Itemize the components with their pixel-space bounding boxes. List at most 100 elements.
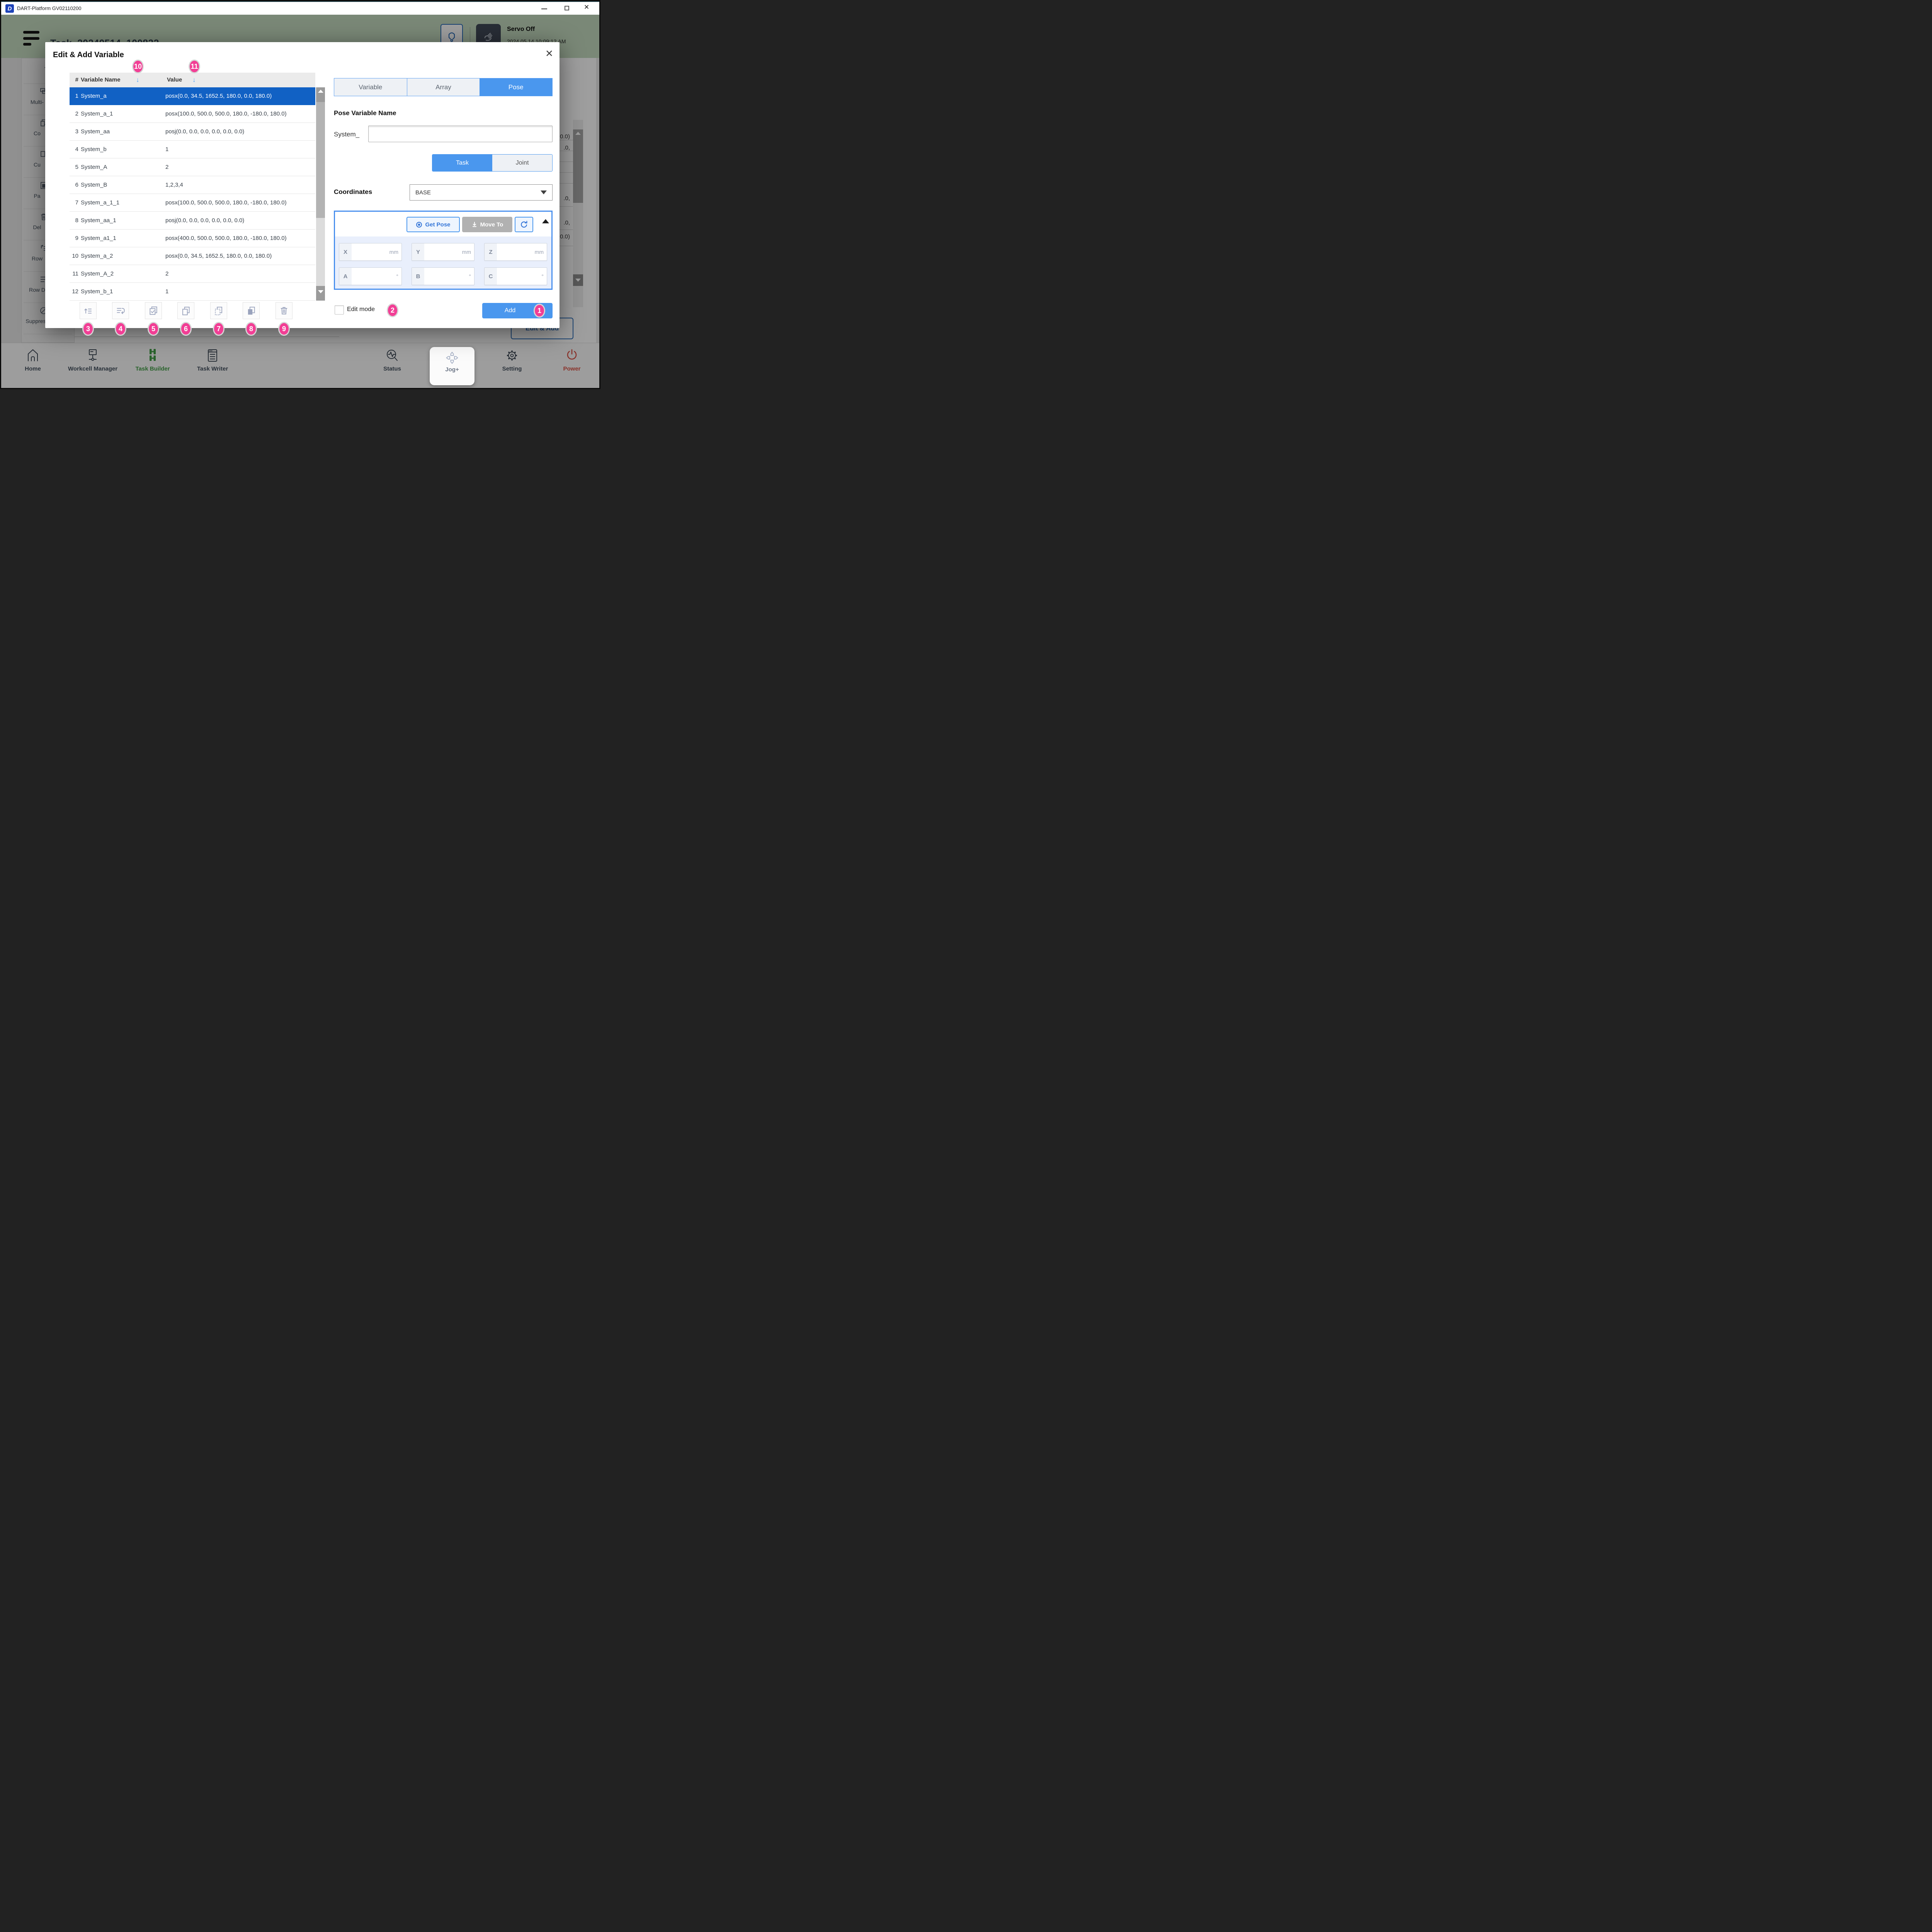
cut-icon: [41, 151, 46, 157]
col-variable-name: Variable Name: [81, 77, 121, 83]
unit-mm: mm: [462, 249, 471, 255]
field-label-c: C: [485, 268, 497, 285]
dart-logo-icon: D: [5, 4, 14, 13]
tab-pose[interactable]: Pose: [480, 78, 553, 96]
window-titlebar: D DART-Platform GV02110200 ✕: [1, 1, 599, 15]
col-value: Value: [167, 77, 182, 83]
tab-variable[interactable]: Variable: [334, 78, 407, 96]
paste-selection-button[interactable]: [210, 302, 227, 319]
duplicate-button[interactable]: [243, 302, 260, 319]
field-label-a: A: [339, 268, 352, 285]
collapse-panel-icon[interactable]: [542, 219, 549, 223]
pose-name-input[interactable]: [368, 126, 553, 142]
sort-value-icon[interactable]: ↓: [192, 76, 196, 83]
nav-jog-button[interactable]: Jog+: [430, 347, 474, 385]
dart-platform-window: D DART-Platform GV02110200 ✕ Task_202405…: [1, 1, 599, 388]
c-input[interactable]: [497, 268, 542, 285]
table-row[interactable]: 6 System_B 1,2,3,4: [70, 176, 315, 194]
table-scrollbar[interactable]: [316, 87, 325, 301]
bg-scrollbar[interactable]: [573, 120, 583, 307]
bg-value-fragment: 0.0): [560, 233, 570, 240]
table-row[interactable]: 5 System_A 2: [70, 158, 315, 176]
table-row[interactable]: 1 System_a posx(0.0, 34.5, 1652.5, 180.0, …: [70, 87, 315, 105]
refresh-icon: [521, 221, 527, 228]
table-scrollbar-thumb[interactable]: [316, 102, 325, 218]
table-row[interactable]: 8 System_aa_1 posj(0.0, 0.0, 0.0, 0.0, 0.0…: [70, 212, 315, 230]
bg-scrollbar-thumb[interactable]: [573, 129, 583, 203]
jog-label: Jog+: [445, 366, 459, 373]
home-icon: [28, 349, 38, 361]
nav-task-builder[interactable]: Task Builder: [128, 348, 178, 372]
power-icon: [567, 349, 577, 360]
b-input[interactable]: [424, 268, 469, 285]
select-check-icon: [150, 306, 157, 315]
field-label-b: B: [412, 268, 424, 285]
coordinates-label: Coordinates: [334, 188, 372, 196]
unit-mm: mm: [534, 249, 544, 255]
window-title: DART-Platform GV02110200: [17, 5, 82, 11]
unit-deg: °: [469, 273, 471, 279]
copy-button[interactable]: [177, 302, 194, 319]
coordinates-dropdown[interactable]: BASE: [410, 184, 553, 201]
select-all-button[interactable]: [145, 302, 162, 319]
nav-workcell-manager[interactable]: Workcell Manager: [68, 348, 118, 372]
table-row[interactable]: 7 System_a_1_1 posx(100.0, 500.0, 500.0, 1…: [70, 194, 315, 212]
move-top-button[interactable]: [80, 302, 97, 319]
duplicate-icon: [248, 306, 255, 315]
table-row[interactable]: 10 System_a_2 posx(0.0, 34.5, 1652.5, 180.…: [70, 247, 315, 265]
x-input[interactable]: [352, 243, 389, 260]
refresh-pose-button[interactable]: [515, 217, 533, 232]
step-badge-3: 3: [82, 322, 94, 336]
pose-field-a: A °: [339, 267, 402, 285]
edit-mode-checkbox[interactable]: [335, 305, 344, 315]
toggle-task[interactable]: Task: [432, 155, 492, 171]
toggle-joint[interactable]: Joint: [492, 155, 552, 171]
delete-button[interactable]: [276, 302, 293, 319]
task-writer-icon: [208, 349, 217, 362]
copy-icon: [182, 306, 190, 315]
pose-input-panel: Get Pose Move To X mm Y: [334, 211, 553, 290]
variable-table-header: # Variable Name ↓ Value ↓: [70, 73, 315, 87]
nav-setting[interactable]: Setting: [487, 348, 537, 372]
table-row[interactable]: 4 System_b 1: [70, 141, 315, 158]
bg-value-fragment: .0,: [563, 219, 570, 226]
window-close-icon[interactable]: ✕: [584, 3, 590, 11]
maximize-icon[interactable]: [565, 6, 569, 10]
scroll-up-icon[interactable]: [316, 87, 325, 102]
nav-home[interactable]: Home: [8, 348, 58, 372]
table-row[interactable]: 2 System_a_1 posx(100.0, 500.0, 500.0, 180…: [70, 105, 315, 123]
nav-status[interactable]: Status: [367, 348, 417, 372]
bg-value-fragment: .0,: [563, 145, 570, 151]
dialog-close-icon[interactable]: ✕: [545, 48, 553, 59]
sort-name-icon[interactable]: ↓: [136, 76, 139, 83]
scroll-down-icon[interactable]: [316, 286, 325, 301]
table-row[interactable]: 12 System_b_1 1: [70, 283, 315, 301]
unit-mm: mm: [389, 249, 398, 255]
step-badge-9: 9: [278, 322, 290, 336]
y-input[interactable]: [424, 243, 462, 260]
bg-scroll-down-icon[interactable]: [573, 274, 583, 286]
tab-array[interactable]: Array: [406, 78, 480, 96]
dialog-title: Edit & Add Variable: [53, 51, 124, 59]
get-pose-button[interactable]: Get Pose: [406, 217, 460, 232]
a-input[interactable]: [352, 268, 396, 285]
move-top-icon: [84, 308, 92, 314]
nav-power[interactable]: Power: [547, 348, 597, 372]
step-badge-1: 1: [534, 304, 545, 318]
table-row[interactable]: 11 System_A_2 2: [70, 265, 315, 283]
step-badge-10: 10: [132, 60, 144, 73]
table-row[interactable]: 9 System_a1_1 posx(400.0, 500.0, 500.0, 18…: [70, 230, 315, 247]
move-row-button[interactable]: [112, 302, 129, 319]
step-badge-6: 6: [180, 322, 192, 336]
table-row[interactable]: 3 System_aa posj(0.0, 0.0, 0.0, 0.0, 0.0, …: [70, 123, 315, 141]
col-num: #: [75, 77, 78, 83]
selection-icon: [215, 306, 223, 315]
step-badge-8: 8: [245, 322, 257, 336]
nav-task-writer[interactable]: Task Writer: [187, 348, 238, 372]
trash-icon: [281, 307, 287, 315]
move-to-button[interactable]: Move To: [462, 217, 512, 232]
task-builder-icon: [150, 349, 156, 361]
step-badge-5: 5: [148, 322, 159, 336]
z-input[interactable]: [497, 243, 535, 260]
bg-value-fragment: 0.0): [560, 133, 570, 140]
